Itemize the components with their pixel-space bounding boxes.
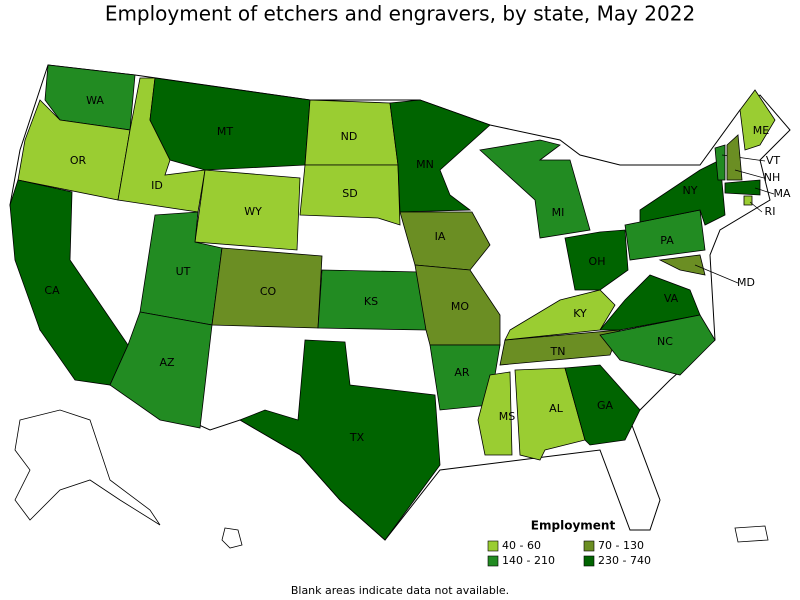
state-label: WA bbox=[86, 94, 104, 107]
leader-line bbox=[749, 201, 763, 213]
state-label: IA bbox=[435, 230, 446, 243]
state-label: VT bbox=[766, 154, 781, 167]
state bbox=[477, 371, 513, 456]
state-label: MS bbox=[499, 410, 515, 423]
state bbox=[149, 77, 311, 171]
state-label: MA bbox=[773, 187, 790, 200]
legend: Employment 40 - 60 70 - 130 140 - 210 230 - … bbox=[487, 519, 651, 567]
state bbox=[599, 274, 701, 331]
alaska bbox=[14, 409, 161, 526]
state-label: OH bbox=[589, 255, 606, 268]
state bbox=[9, 179, 129, 386]
leader-line bbox=[694, 264, 739, 284]
legend-swatch bbox=[583, 555, 595, 567]
state-label: UT bbox=[176, 265, 191, 278]
state-label: OR bbox=[70, 154, 87, 167]
state-label: KY bbox=[573, 307, 587, 320]
state-label: SD bbox=[342, 187, 357, 200]
state bbox=[564, 364, 641, 446]
state bbox=[389, 99, 491, 213]
legend-label: 40 - 60 bbox=[502, 539, 541, 552]
state bbox=[658, 254, 706, 276]
footnote: Blank areas indicate data not available. bbox=[291, 584, 509, 597]
state-label: MI bbox=[552, 206, 565, 219]
state-label: TN bbox=[550, 345, 566, 358]
leader-line bbox=[754, 187, 775, 195]
state bbox=[639, 159, 726, 226]
state-label: VA bbox=[664, 292, 679, 305]
state-label: NH bbox=[764, 171, 781, 184]
state bbox=[399, 211, 491, 271]
state-label: AL bbox=[549, 402, 564, 415]
legend-label: 230 - 740 bbox=[598, 554, 651, 567]
legend-title: Employment bbox=[531, 519, 616, 533]
state bbox=[743, 195, 753, 206]
legend-swatch bbox=[487, 555, 499, 567]
state-label: MD bbox=[737, 276, 755, 289]
states: WA OR CA ID MT WY UT AZ CO ND SD KS TX MN IA MO AR MS AL GA… bbox=[9, 64, 791, 541]
state-label: MO bbox=[451, 300, 469, 313]
title: Employment of etchers and engravers, by … bbox=[105, 2, 695, 26]
state bbox=[239, 339, 441, 541]
state-label: TX bbox=[349, 431, 365, 444]
legend-label: 70 - 130 bbox=[598, 539, 644, 552]
state-label: ND bbox=[341, 130, 358, 143]
state bbox=[194, 169, 301, 251]
leader-line bbox=[734, 169, 765, 179]
state-label: NY bbox=[683, 184, 698, 197]
state-label: AR bbox=[454, 366, 470, 379]
legend-label: 140 - 210 bbox=[502, 554, 555, 567]
state bbox=[724, 179, 761, 196]
state-label: RI bbox=[765, 205, 776, 218]
state-label: ID bbox=[151, 179, 163, 192]
state-label: AZ bbox=[159, 356, 175, 369]
state-label: PA bbox=[660, 234, 674, 247]
state bbox=[726, 134, 743, 181]
state-label: MT bbox=[217, 125, 233, 138]
state bbox=[739, 89, 776, 151]
hawaii bbox=[221, 527, 243, 549]
state bbox=[714, 144, 726, 181]
legend-swatch bbox=[487, 540, 499, 552]
legend-swatch bbox=[583, 540, 595, 552]
state-label: MN bbox=[416, 158, 434, 171]
state bbox=[599, 314, 716, 376]
state-label: CO bbox=[260, 285, 277, 298]
state bbox=[299, 164, 401, 226]
state-label: CA bbox=[44, 284, 60, 297]
state-label: NC bbox=[657, 335, 673, 348]
state bbox=[564, 229, 629, 291]
state bbox=[479, 139, 591, 239]
state bbox=[499, 329, 621, 366]
state-label: WY bbox=[244, 205, 262, 218]
state bbox=[504, 289, 616, 341]
state-label: KS bbox=[364, 295, 378, 308]
state-label: ME bbox=[753, 124, 769, 137]
state-label: GA bbox=[597, 399, 614, 412]
puerto-rico bbox=[734, 525, 769, 543]
